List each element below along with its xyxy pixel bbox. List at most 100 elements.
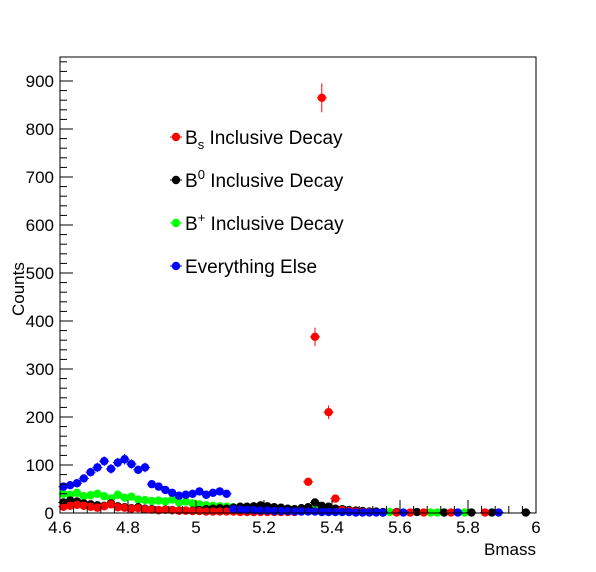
data-point xyxy=(202,507,211,516)
data-point xyxy=(79,501,89,510)
legend-entry: B0 Inclusive Decay xyxy=(170,167,344,192)
y-tick-label: 900 xyxy=(26,72,54,91)
data-point xyxy=(304,507,313,516)
x-tick-label: 5.8 xyxy=(456,518,480,537)
data-point xyxy=(174,498,184,507)
legend-label: Everything Else xyxy=(185,257,317,278)
data-point xyxy=(134,495,143,504)
data-point xyxy=(331,507,340,517)
data-point xyxy=(324,408,333,417)
data-point xyxy=(181,490,190,499)
data-point xyxy=(86,491,95,500)
legend-label: Bs Inclusive Decay xyxy=(185,128,343,152)
data-point xyxy=(161,505,170,514)
data-point xyxy=(147,496,156,506)
legend-marker xyxy=(171,218,181,228)
data-point xyxy=(113,490,123,499)
data-point xyxy=(59,502,68,511)
x-tick-label: 4.6 xyxy=(48,518,72,537)
y-tick-label: 600 xyxy=(26,216,54,235)
data-point xyxy=(215,507,224,516)
legend-label: B+ Inclusive Decay xyxy=(185,210,344,235)
y-tick-label: 400 xyxy=(26,312,54,331)
data-point xyxy=(93,503,102,512)
plot-frame xyxy=(59,56,537,514)
data-point xyxy=(106,464,116,474)
data-point xyxy=(324,507,333,517)
data-point xyxy=(86,502,95,511)
data-point xyxy=(249,505,258,515)
data-point xyxy=(66,501,75,510)
x-axis-title: Bmass xyxy=(484,540,536,559)
data-point xyxy=(100,456,109,466)
data-point xyxy=(229,504,238,514)
data-point xyxy=(93,463,102,472)
data-point xyxy=(72,479,82,488)
legend-entry: Bs Inclusive Decay xyxy=(170,128,343,152)
legend-label-subscript: s xyxy=(198,137,205,152)
data-point xyxy=(338,507,347,517)
y-tick-label: 100 xyxy=(26,456,54,475)
data-point xyxy=(317,501,326,510)
data-point xyxy=(304,477,313,486)
y-tick-label: 800 xyxy=(26,120,54,139)
data-point xyxy=(154,496,163,505)
axes-layer: 4.6 4.8 5 5.2 5.4 5.6 5.8 6 0 100 200 300 400 500 600 7… xyxy=(26,56,541,537)
legend-label: B0 Inclusive Decay xyxy=(185,167,344,192)
legend-label-rest: Inclusive Decay xyxy=(205,171,344,192)
data-point xyxy=(195,500,204,509)
legend-marker xyxy=(171,132,181,142)
data-point xyxy=(331,494,340,503)
data-point xyxy=(317,93,326,103)
data-point xyxy=(127,459,136,469)
legend-label-superscript: + xyxy=(198,210,206,225)
data-point xyxy=(195,487,204,496)
data-point xyxy=(86,468,95,477)
data-point xyxy=(168,495,177,504)
data-point xyxy=(310,332,320,342)
data-point xyxy=(106,500,116,509)
legend-label-base: Everything Else xyxy=(185,257,317,278)
data-point xyxy=(310,507,320,516)
legend-label-rest: Inclusive Decay xyxy=(204,128,343,149)
data-point xyxy=(127,504,136,513)
y-tick-label: 700 xyxy=(26,168,54,187)
series-3 xyxy=(58,453,504,517)
x-tick-label: 5 xyxy=(191,518,200,537)
data-point xyxy=(412,507,422,517)
data-point xyxy=(385,507,394,517)
data-point xyxy=(236,505,245,514)
x-tick-label: 5.2 xyxy=(252,518,276,537)
data-point xyxy=(154,505,163,515)
x-tick-label: 5.4 xyxy=(320,518,344,537)
legend-marker xyxy=(171,175,181,185)
y-tick-label: 0 xyxy=(45,504,54,523)
data-point xyxy=(134,504,143,513)
data-point xyxy=(72,500,82,510)
data-point xyxy=(208,488,218,498)
data-point xyxy=(120,503,129,512)
y-tick-label: 200 xyxy=(26,408,54,427)
data-point xyxy=(154,482,163,491)
data-point xyxy=(113,503,123,512)
data-point xyxy=(140,463,150,472)
legend-label-base: B xyxy=(185,171,198,192)
legend-label-rest: Inclusive Decay xyxy=(205,214,344,235)
data-point xyxy=(127,492,136,501)
legend-entry: B+ Inclusive Decay xyxy=(170,210,344,235)
y-tick-label: 500 xyxy=(26,264,54,283)
data-point xyxy=(242,505,252,515)
data-point xyxy=(168,505,177,515)
data-point xyxy=(161,485,170,495)
data-point xyxy=(290,507,299,516)
x-tick-label: 5.6 xyxy=(388,518,412,537)
data-point xyxy=(72,488,82,498)
x-tick-label: 6 xyxy=(531,518,540,537)
data-point xyxy=(208,507,218,516)
data-point xyxy=(113,458,123,467)
legend-entry: Everything Else xyxy=(170,257,317,278)
y-axis-title: Counts xyxy=(9,262,28,316)
legend-marker xyxy=(171,261,181,271)
